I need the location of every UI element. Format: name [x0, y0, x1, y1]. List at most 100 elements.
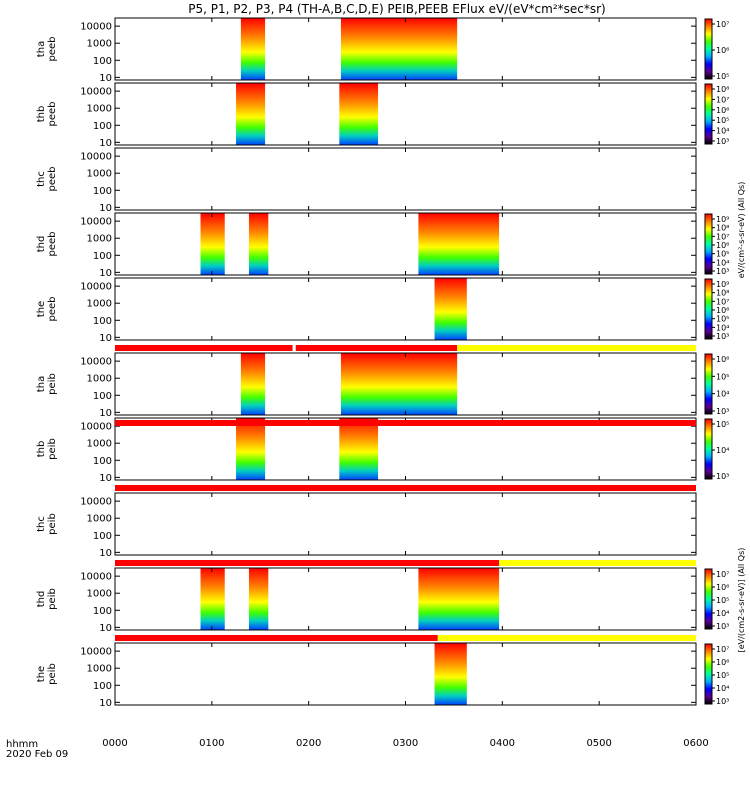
spectrogram-block: [339, 83, 379, 145]
spectrogram-block: [418, 213, 500, 275]
spectrogram-block: [240, 18, 266, 80]
spectrogram-block: [240, 353, 266, 415]
time-axis-label: hhmm: [6, 739, 38, 750]
panel-the_peib: 10000 1000 100 10 thepeib 10⁷ 10⁶ 10⁵ 10⁴ 10³: [36, 642, 729, 709]
energy-tick-label: 10: [99, 333, 112, 344]
colorbar-tick-label: 10³: [716, 267, 729, 276]
energy-tick-label: 100: [93, 186, 112, 197]
time-tick-label: 0500: [586, 738, 611, 749]
energy-tick-label: 1000: [87, 234, 112, 245]
colorbar-tick-label: 10³: [716, 407, 729, 416]
spectrogram-block: [434, 643, 467, 705]
energy-tick-label: 10000: [80, 572, 112, 583]
colorbar-label-upper: eV/(cm²-s-sr-eV) (All Qs): [737, 182, 746, 279]
energy-tick-label: 10000: [80, 87, 112, 98]
energy-tick-label: 10: [99, 408, 112, 419]
time-axis: 0000 0100 0200 0300 0400 0500 0600: [102, 738, 708, 749]
panel-label: thcpeeb: [36, 167, 58, 192]
colorbar: [704, 213, 713, 275]
panel-label: thbpeib: [36, 438, 58, 460]
panel-thd_peib: 10000 1000 100 10 thdpeib 10⁷ 10⁶ 10⁵ 10⁴ 10³: [36, 567, 729, 634]
energy-tick-label: 10000: [80, 282, 112, 293]
colorbar-tick-label: 10⁵: [716, 372, 729, 381]
colorbar-tick-label: 10⁷: [716, 232, 729, 241]
panel-background: [115, 148, 696, 210]
panel-thc_peib: 10000 1000 100 10 thcpeib: [36, 492, 697, 559]
energy-tick-label: 100: [93, 121, 112, 132]
flag-segment: [115, 485, 696, 491]
energy-tick-label: 100: [93, 251, 112, 262]
panel-label: thbpeeb: [36, 102, 58, 127]
colorbar-tick-label: 10⁵: [716, 72, 729, 81]
probe-label: tha: [36, 41, 47, 57]
colorbar-tick-label: 10⁷: [716, 570, 729, 579]
colorbar-tick-label: 10⁴: [716, 323, 729, 332]
time-tick-label: 0400: [490, 738, 515, 749]
energy-tick-label: 10: [99, 268, 112, 279]
panel-label: thdpeeb: [36, 232, 58, 257]
colorbar-tick-label: 10³: [716, 472, 729, 481]
colorbar-tick-label: 10⁴: [716, 258, 729, 267]
panel-label: thcpeib: [36, 513, 58, 535]
spectrogram-block: [339, 418, 379, 480]
probe-label: thc: [36, 516, 47, 532]
energy-tick-label: 10000: [80, 422, 112, 433]
colorbar-tick-label: 10⁴: [716, 684, 729, 693]
flag-segment: [115, 560, 500, 566]
spectrogram-block: [236, 418, 266, 480]
energy-tick-label: 100: [93, 531, 112, 542]
energy-tick-label: 10: [99, 73, 112, 84]
energy-tick-label: 100: [93, 606, 112, 617]
colorbar-tick-label: 10⁷: [716, 297, 729, 306]
probe-label: tha: [36, 376, 47, 392]
colorbar-tick-label: 10³: [716, 332, 729, 341]
panel-thc_peeb: 10000 1000 100 10 thcpeeb: [36, 147, 697, 214]
flag-bars-group: [115, 345, 696, 641]
species-label: peeb: [47, 232, 58, 257]
species-label: peeb: [47, 167, 58, 192]
colorbar-tick-label: 10⁵: [716, 671, 729, 680]
colorbar-tick-label: 10⁶: [716, 658, 729, 667]
colorbar-tick-label: 10⁷: [716, 95, 729, 104]
probe-label: thb: [36, 106, 47, 123]
energy-tick-label: 10: [99, 203, 112, 214]
colorbar-tick-label: 10⁹: [716, 280, 729, 289]
colorbar: [704, 278, 713, 340]
species-label: peib: [47, 513, 58, 535]
time-tick-label: 0200: [296, 738, 321, 749]
colorbar: [704, 353, 713, 415]
energy-tick-label: 1000: [87, 39, 112, 50]
colorbar-tick-label: 10³: [716, 137, 729, 146]
energy-tick-label: 10000: [80, 217, 112, 228]
flag-segment: [295, 345, 458, 351]
energy-tick-label: 10000: [80, 647, 112, 658]
energy-tick-label: 100: [93, 456, 112, 467]
colorbar-tick-label: 10⁸: [716, 85, 729, 94]
panel-background: [115, 643, 696, 705]
panel-label: thapeib: [36, 373, 58, 395]
energy-tick-label: 10000: [80, 497, 112, 508]
species-label: peeb: [47, 102, 58, 127]
probe-label: thb: [36, 441, 47, 458]
colorbar-tick-label: 10⁶: [716, 355, 729, 364]
energy-tick-label: 10: [99, 548, 112, 559]
colorbar-tick-label: 10⁵: [716, 420, 729, 429]
energy-tick-label: 1000: [87, 299, 112, 310]
probe-label: thd: [36, 236, 47, 253]
panel-background: [115, 493, 696, 555]
energy-tick-label: 1000: [87, 514, 112, 525]
spectrogram-block: [200, 213, 225, 275]
spectrogram-block: [340, 353, 458, 415]
energy-tick-label: 1000: [87, 104, 112, 115]
chart-title: P5, P1, P2, P3, P4 (TH-A,B,C,D,E) PEIB,P…: [188, 2, 605, 16]
panel-label: thapeeb: [36, 37, 58, 62]
colorbar-tick-label: 10⁵: [716, 250, 729, 259]
probe-label: the: [36, 666, 47, 682]
colorbar-tick-label: 10⁶: [716, 583, 729, 592]
time-tick-label: 0000: [102, 738, 127, 749]
probe-label: the: [36, 301, 47, 317]
date-label: 2020 Feb 09: [6, 749, 68, 760]
colorbar-tick-label: 10⁵: [716, 596, 729, 605]
flag-segment: [115, 345, 293, 351]
time-tick-label: 0600: [683, 738, 708, 749]
